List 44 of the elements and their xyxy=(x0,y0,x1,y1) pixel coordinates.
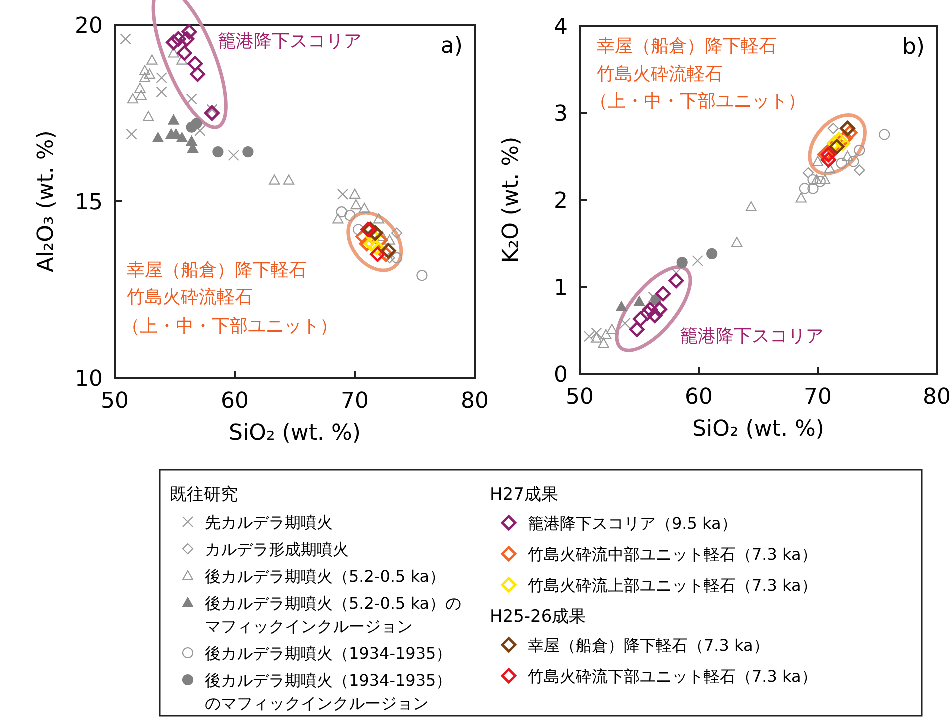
legend-label: 後カルデラ期噴火（1934-1935）のマフィックインクルージョン xyxy=(205,671,452,713)
annotation: 籠港降下スコリア xyxy=(680,326,824,347)
x-tick-label: 60 xyxy=(685,385,713,410)
annotation: 竹島火砕流軽石 xyxy=(597,64,723,85)
legend-label: 籠港降下スコリア（9.5 ka） xyxy=(528,514,738,533)
y-tick-label: 2 xyxy=(554,189,568,214)
annotation: （上・中・下部ユニット） xyxy=(590,91,806,112)
y-axis-title: Al₂O₃ (wt. %) xyxy=(34,130,59,272)
text: H25-26成果 xyxy=(490,607,586,627)
y-tick-label: 1 xyxy=(554,276,568,301)
legend-label: カルデラ形成期噴火 xyxy=(205,540,349,559)
annotation: 幸屋（船倉）降下軽石 xyxy=(597,36,777,57)
x-tick-label: 80 xyxy=(461,389,489,414)
legend-label: 竹島火砕流下部ユニット軽石（7.3 ka） xyxy=(528,667,818,686)
y-tick-label: 4 xyxy=(554,15,568,40)
x-axis-title: SiO₂ (wt. %) xyxy=(229,421,361,446)
annotation: 竹島火砕流軽石 xyxy=(127,287,253,308)
y-tick-label: 15 xyxy=(75,190,103,216)
x-tick-label: 50 xyxy=(101,389,129,414)
y-axis-title: K₂O (wt. %) xyxy=(499,136,524,264)
y-tick-label: 3 xyxy=(554,102,568,127)
y-tick-label: 20 xyxy=(75,14,103,39)
chart-title: a) xyxy=(440,34,463,59)
annotation: 籠港降下スコリア xyxy=(218,31,362,52)
legend-label: 先カルデラ期噴火 xyxy=(205,513,333,532)
text: H27成果 xyxy=(490,485,558,505)
legend-title: 既往研究 xyxy=(170,485,238,505)
legend-label: 後カルデラ期噴火（1934-1935） xyxy=(205,644,452,663)
y-tick-label: 10 xyxy=(75,367,103,392)
legend-label: 後カルデラ期噴火（5.2-0.5 ka）のマフィックインクルージョン xyxy=(205,594,462,636)
x-tick-label: 50 xyxy=(566,385,594,410)
x-tick-label: 80 xyxy=(923,385,951,410)
legend-label: 竹島火砕流上部ユニット軽石（7.3 ka） xyxy=(528,576,818,595)
chart-title: b) xyxy=(902,35,925,60)
legend-label: 竹島火砕流中部ユニット軽石（7.3 ka） xyxy=(528,545,818,564)
y-tick-label: 0 xyxy=(554,363,568,388)
x-tick-label: 60 xyxy=(221,389,249,414)
x-tick-label: 70 xyxy=(341,389,369,414)
legend-label: 幸屋（船倉）降下軽石（7.3 ka） xyxy=(528,636,770,655)
x-tick-label: 70 xyxy=(804,385,832,410)
x-axis-title: SiO₂ (wt. %) xyxy=(692,417,824,442)
annotation: （上・中・下部ユニット） xyxy=(122,316,338,337)
annotation: 幸屋（船倉）降下軽石 xyxy=(127,260,307,281)
legend-label: 後カルデラ期噴火（5.2-0.5 ka） xyxy=(205,567,446,586)
